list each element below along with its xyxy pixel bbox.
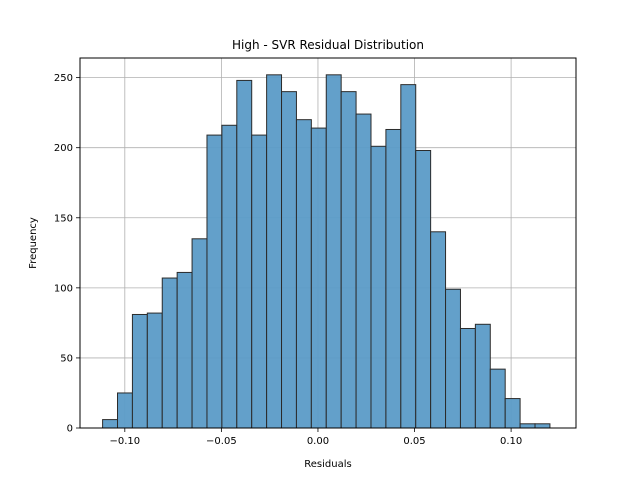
histogram-bars — [102, 74, 551, 429]
y-tick-label: 250 — [54, 73, 73, 84]
x-tick-label: 0.05 — [403, 436, 425, 447]
histogram-bar — [131, 313, 148, 429]
histogram-bar — [310, 127, 327, 429]
histogram-bar — [340, 91, 357, 429]
histogram-bar — [459, 327, 476, 429]
histogram-bar — [176, 271, 193, 429]
histogram-bar — [474, 323, 491, 429]
histogram-bar — [206, 134, 223, 429]
histogram-bar — [489, 368, 506, 429]
histogram-bar — [146, 312, 163, 429]
histogram-bar — [415, 150, 432, 429]
y-axis-ticks: 0 50 100 150 200 250 — [54, 73, 80, 435]
histogram-bar — [236, 79, 253, 429]
y-tick-label: 0 — [67, 424, 73, 435]
x-tick-label: 0.00 — [307, 436, 329, 447]
x-axis-ticks: −0.10 −0.05 0.00 0.05 0.10 — [109, 428, 522, 447]
histogram-bar — [504, 398, 521, 429]
histogram-bar — [161, 277, 178, 429]
histogram-bar — [102, 419, 119, 429]
histogram-bar — [266, 74, 283, 429]
histogram-bar — [355, 113, 372, 429]
histogram-bar — [251, 134, 268, 429]
y-axis-label: Frequency — [28, 217, 39, 269]
histogram-bar — [325, 74, 342, 429]
y-tick-label: 100 — [54, 283, 73, 294]
histogram-bar — [445, 288, 461, 429]
histogram-bar — [519, 423, 536, 429]
histogram-bar — [221, 124, 238, 429]
histogram-bar — [400, 84, 417, 429]
histogram-bar — [191, 238, 208, 429]
chart-title: High - SVR Residual Distribution — [232, 38, 424, 52]
x-tick-label: −0.10 — [109, 436, 140, 447]
histogram-bar — [430, 231, 447, 429]
histogram-bar — [295, 119, 312, 429]
x-tick-label: 0.10 — [500, 436, 522, 447]
y-tick-label: 150 — [54, 213, 73, 224]
y-tick-label: 200 — [54, 143, 73, 154]
plot-frame — [79, 57, 577, 429]
x-tick-label: −0.05 — [206, 436, 237, 447]
y-tick-label: 50 — [60, 353, 73, 364]
x-axis-label: Residuals — [304, 459, 351, 470]
histogram-bar — [370, 145, 387, 429]
histogram-bar — [281, 91, 297, 429]
histogram-bar — [534, 423, 551, 429]
histogram-bar — [385, 128, 402, 429]
histogram-bar — [117, 392, 133, 429]
